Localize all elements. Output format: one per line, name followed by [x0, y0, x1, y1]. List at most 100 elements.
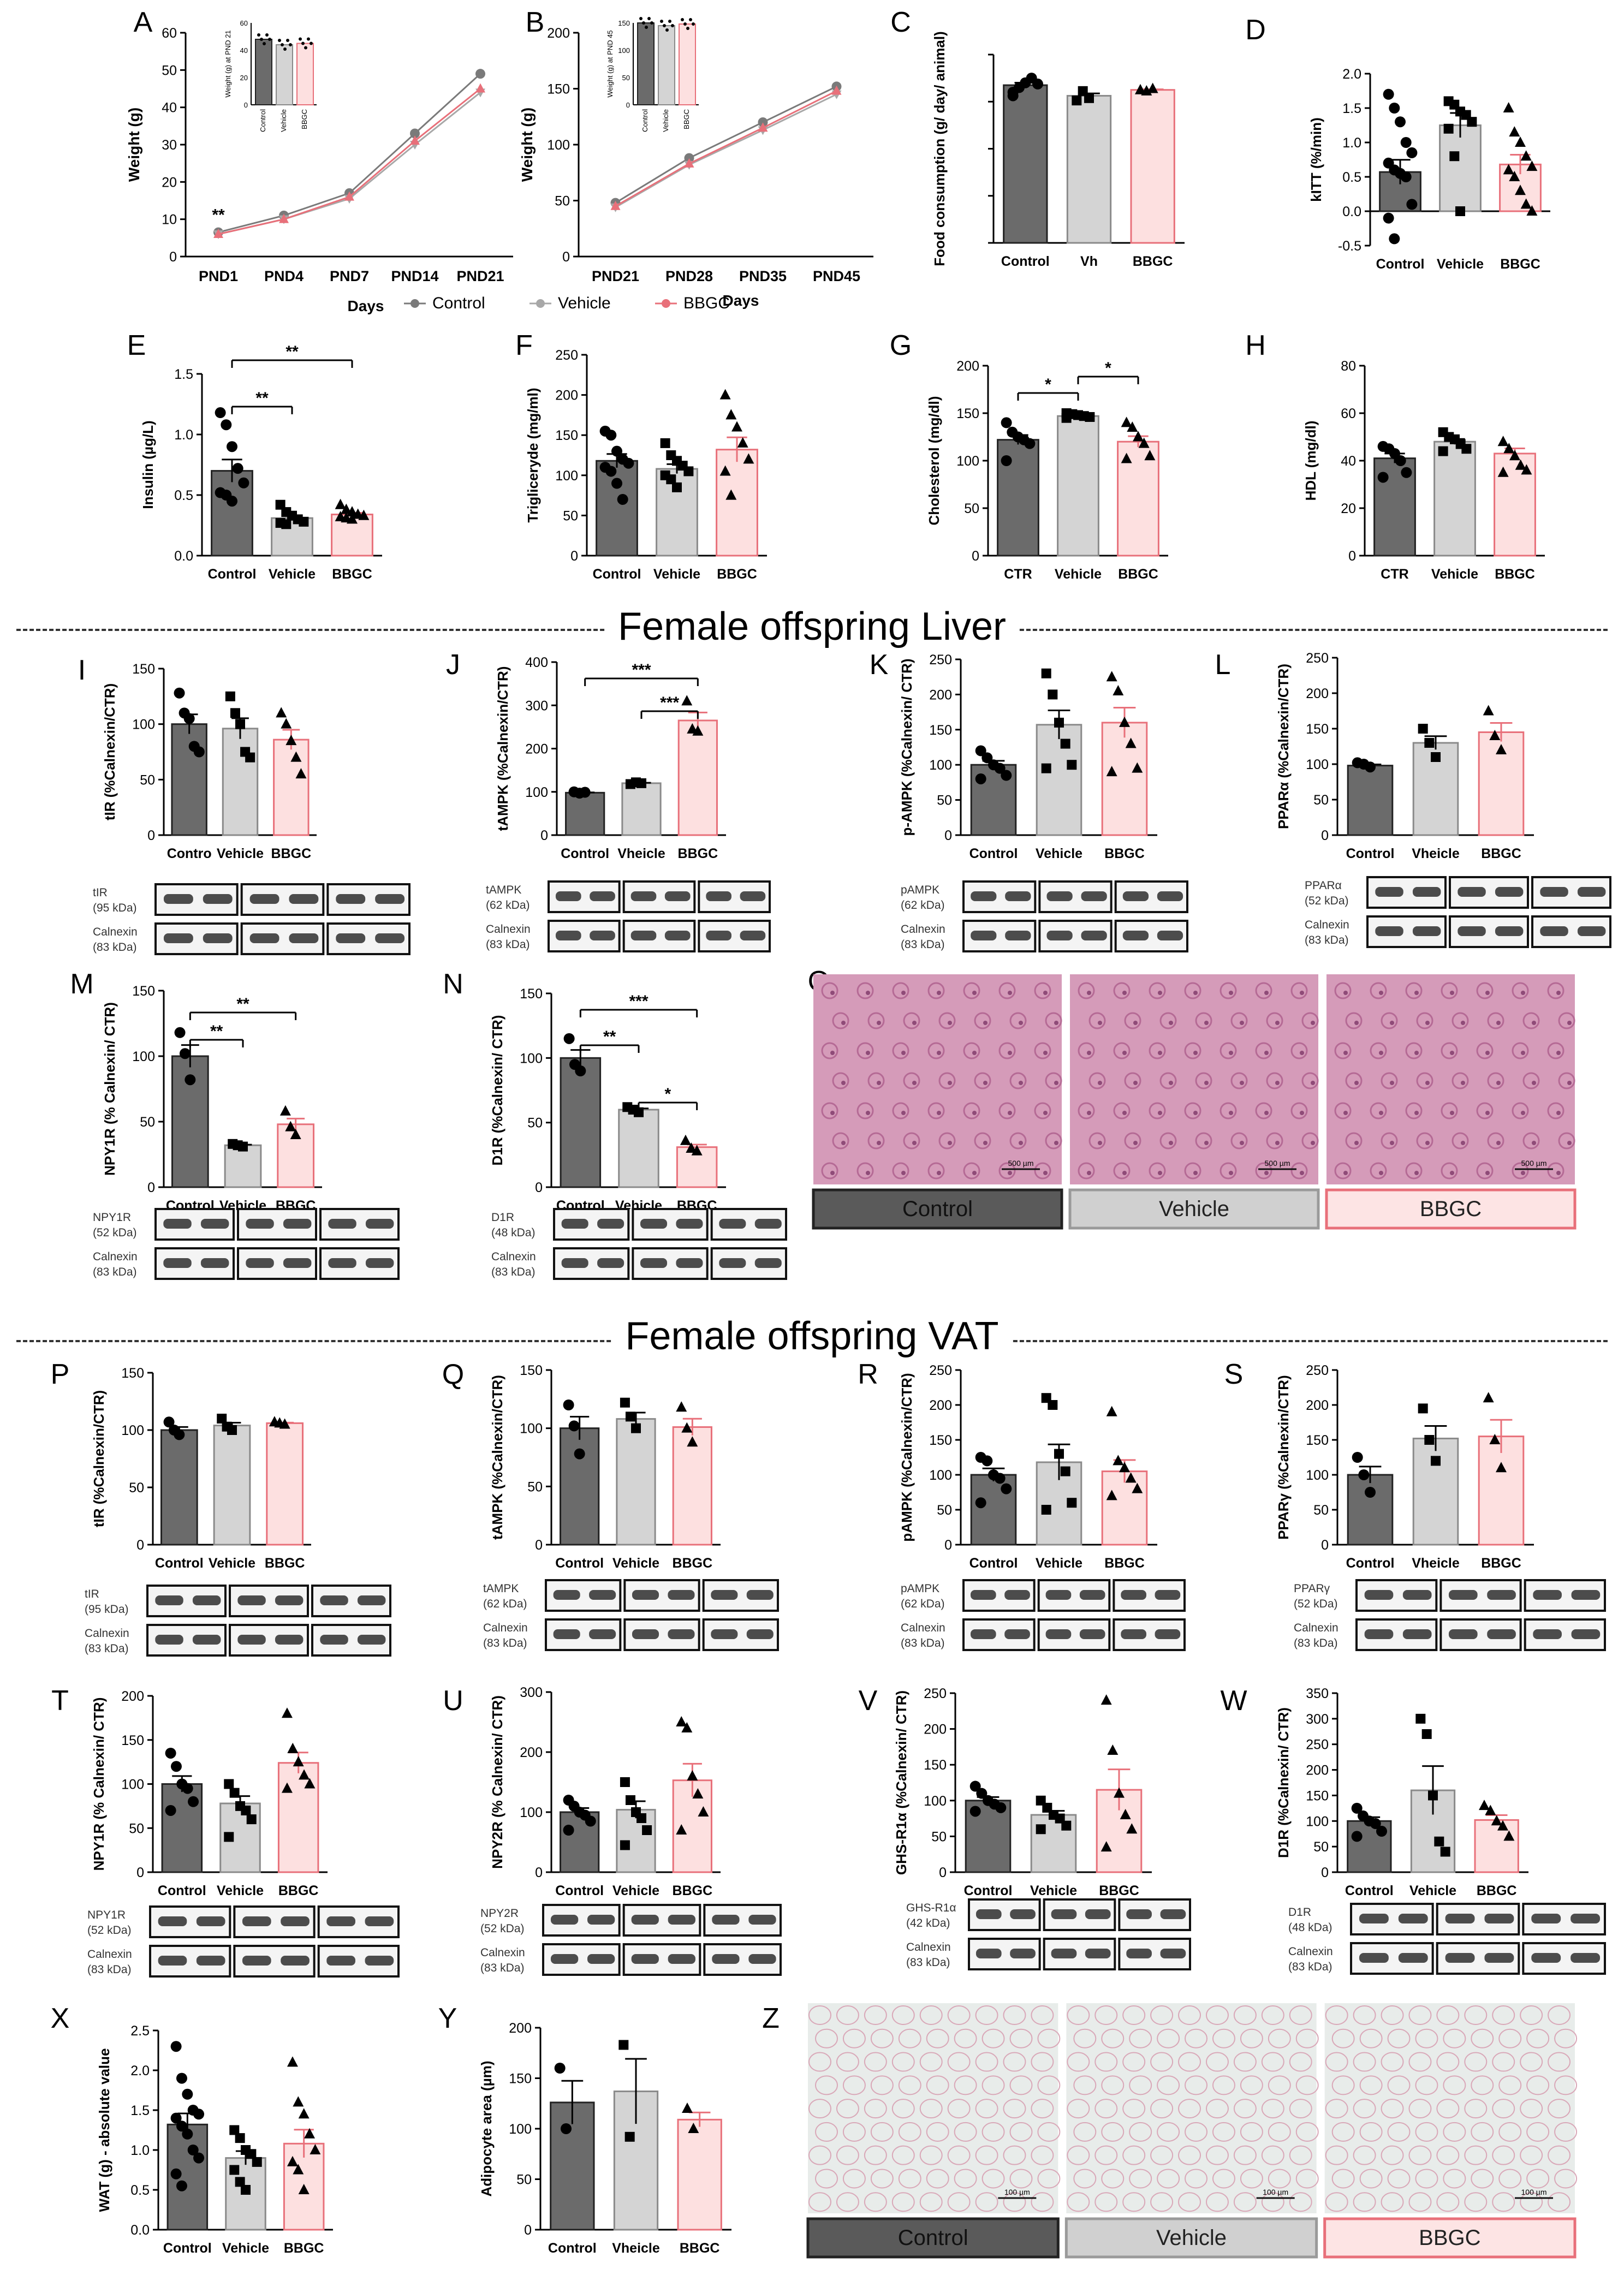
blot-label: Calnexin [1294, 1622, 1339, 1634]
y-tick-label: 100 [520, 1051, 543, 1066]
data-point [1515, 459, 1526, 470]
data-point [1395, 116, 1406, 128]
adipocyte [1554, 2169, 1578, 2189]
series-marker [475, 69, 485, 79]
data-point [217, 1414, 227, 1424]
nucleolus [1379, 1111, 1383, 1115]
blot-band [589, 1629, 616, 1639]
inset-point [299, 37, 302, 41]
adipocyte [981, 2075, 1005, 2095]
data-point [279, 1418, 290, 1429]
blot-band [706, 891, 731, 901]
y-axis-label: NPY1R (% Calnexin/ CTR) [91, 1698, 107, 1871]
data-point [285, 1121, 296, 1131]
adipocyte [975, 2052, 998, 2072]
data-point [290, 751, 302, 762]
data-point [188, 1796, 199, 1807]
blot-band [289, 894, 319, 904]
x-tick-label: Vehicle [612, 1556, 659, 1571]
data-point [1503, 102, 1514, 112]
bar [222, 728, 259, 836]
data-point [1520, 198, 1532, 209]
data-point [1100, 1841, 1112, 1852]
adipocyte [1003, 2192, 1026, 2212]
adipocyte [1353, 2145, 1376, 2165]
nucleolus [1450, 1051, 1454, 1055]
data-point [165, 1747, 176, 1759]
hepatocyte-nucleus [1034, 1102, 1051, 1119]
adipocyte [1464, 2052, 1488, 2072]
series-line [615, 86, 837, 204]
hepatocyte-nucleus [1301, 1132, 1319, 1150]
blot-band [1005, 891, 1031, 901]
hepatocyte-nucleus [998, 1162, 1016, 1180]
nucleolus [1240, 1021, 1244, 1025]
hepatocyte-nucleus [1547, 1102, 1564, 1119]
nucleolus [1043, 1171, 1048, 1175]
data-point [1041, 763, 1051, 773]
data-point [176, 2121, 187, 2132]
blot-band [1121, 1590, 1146, 1600]
data-point [672, 482, 682, 492]
y-axis-label: tIR (%Calnexin/CTR) [102, 683, 118, 820]
data-point [636, 778, 646, 788]
data-point [1067, 760, 1077, 770]
inset-point [692, 22, 695, 26]
x-tick-label: Control [208, 567, 257, 582]
adipocyte [1408, 2145, 1432, 2165]
blot-band [553, 1629, 580, 1639]
blot-band [357, 1635, 386, 1645]
x-tick-label: Vehicle [217, 1883, 264, 1898]
data-point [246, 1814, 257, 1825]
x-tick-label: Vehicle [1036, 846, 1082, 861]
significance-label: ** [210, 1022, 223, 1040]
adipocyte [1261, 2145, 1284, 2165]
y-tick-label: 200 [924, 1722, 947, 1737]
hepatocyte-nucleus [1149, 1102, 1166, 1119]
scale-bar-label: 100 µm [1521, 2188, 1547, 2196]
blot-band [1412, 926, 1441, 936]
nucleolus [1450, 1171, 1454, 1175]
adipocyte [1331, 2169, 1355, 2189]
panel-C: C Control Vh BBGC Food consumption (g/ day/ … [890, 7, 1185, 269]
data-point [304, 1778, 316, 1789]
x-tick-label: BBGC [1500, 257, 1540, 272]
nucleolus [1087, 991, 1091, 995]
adipocyte [1205, 2005, 1229, 2025]
hepatocyte-nucleus [1078, 1042, 1095, 1059]
x-tick-label: PND14 [391, 268, 438, 284]
blot-band [1157, 891, 1183, 901]
data-point [193, 2152, 205, 2164]
series-line [218, 92, 481, 235]
inset-point [307, 37, 310, 41]
data-point [1119, 716, 1130, 727]
adipocyte [947, 2099, 971, 2119]
blot-band [561, 1219, 588, 1229]
significance-label: ** [255, 389, 269, 407]
data-point [624, 2131, 635, 2142]
y-tick-label: 0.5 [174, 488, 193, 503]
hepatocyte-nucleus [1441, 1102, 1458, 1119]
adipocyte [891, 2052, 915, 2072]
panel-label-D: D [1245, 14, 1266, 46]
nucleolus [983, 1021, 988, 1025]
blot-label: (83 kDa) [906, 1956, 950, 1969]
data-point [563, 1399, 574, 1410]
x-tick-label: BBGC [1495, 567, 1535, 582]
adipocyte [864, 2192, 887, 2212]
adipocyte [1464, 2005, 1488, 2025]
adipocyte [1548, 2192, 1571, 2212]
data-point [620, 1840, 630, 1850]
y-tick-label: 50 [527, 1479, 543, 1494]
hepatocyte-nucleus [1220, 1042, 1237, 1059]
blot-label: (83 kDa) [85, 1642, 129, 1655]
data-point [227, 496, 237, 507]
y-tick-label: 50 [555, 194, 570, 209]
blot-band [1160, 1909, 1186, 1919]
series-line [615, 90, 837, 207]
data-point [1114, 1787, 1125, 1798]
blot-band [1126, 1949, 1152, 1958]
blot-label: (83 kDa) [901, 938, 945, 951]
data-point [1377, 472, 1389, 483]
histology-image [813, 974, 1062, 1184]
